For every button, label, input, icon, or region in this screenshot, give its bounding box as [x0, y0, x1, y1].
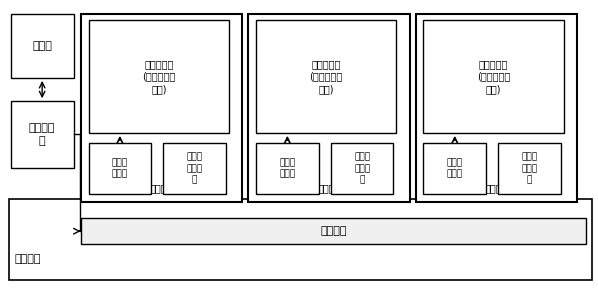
Bar	[256, 20, 396, 133]
Bar	[423, 143, 486, 194]
Bar	[248, 14, 410, 202]
Text: 插槽总
线控制
器: 插槽总 线控制 器	[354, 153, 370, 184]
Text: 时钟域
控制器: 时钟域 控制器	[447, 158, 463, 178]
Text: 计算机: 计算机	[32, 41, 52, 51]
Text: 插槽总
线控制
器: 插槽总 线控制 器	[521, 153, 538, 184]
Text: 时钟域
控制器: 时钟域 控制器	[279, 158, 295, 178]
Bar	[11, 101, 74, 168]
Text: 板卡系统: 板卡系统	[317, 184, 341, 194]
Bar	[423, 20, 564, 133]
Bar	[81, 218, 586, 244]
Text: 测试子系统
(模拟测试子
系统): 测试子系统 (模拟测试子 系统)	[310, 59, 343, 94]
Bar	[81, 14, 242, 202]
Bar	[416, 14, 577, 202]
Bar	[11, 14, 74, 78]
Text: 板卡系统: 板卡系统	[484, 184, 508, 194]
Text: 系统背板: 系统背板	[15, 254, 41, 264]
Bar	[89, 143, 151, 194]
Bar	[498, 143, 561, 194]
Bar	[89, 20, 229, 133]
Text: 插槽总
线控制
器: 插槽总 线控制 器	[187, 153, 203, 184]
Text: 测试子系统
(数字测试子
系统): 测试子系统 (数字测试子 系统)	[142, 59, 175, 94]
Bar	[256, 143, 319, 194]
Text: 时钟域
控制器: 时钟域 控制器	[112, 158, 128, 178]
Text: 测试子系统
(混合测试子
系统): 测试子系统 (混合测试子 系统)	[477, 59, 510, 94]
Text: 总线控制
器: 总线控制 器	[29, 123, 56, 146]
Bar	[163, 143, 226, 194]
Bar	[331, 143, 393, 194]
Text: 板卡系统: 板卡系统	[150, 184, 173, 194]
Text: 背板总线: 背板总线	[320, 226, 347, 236]
Bar	[9, 199, 592, 280]
